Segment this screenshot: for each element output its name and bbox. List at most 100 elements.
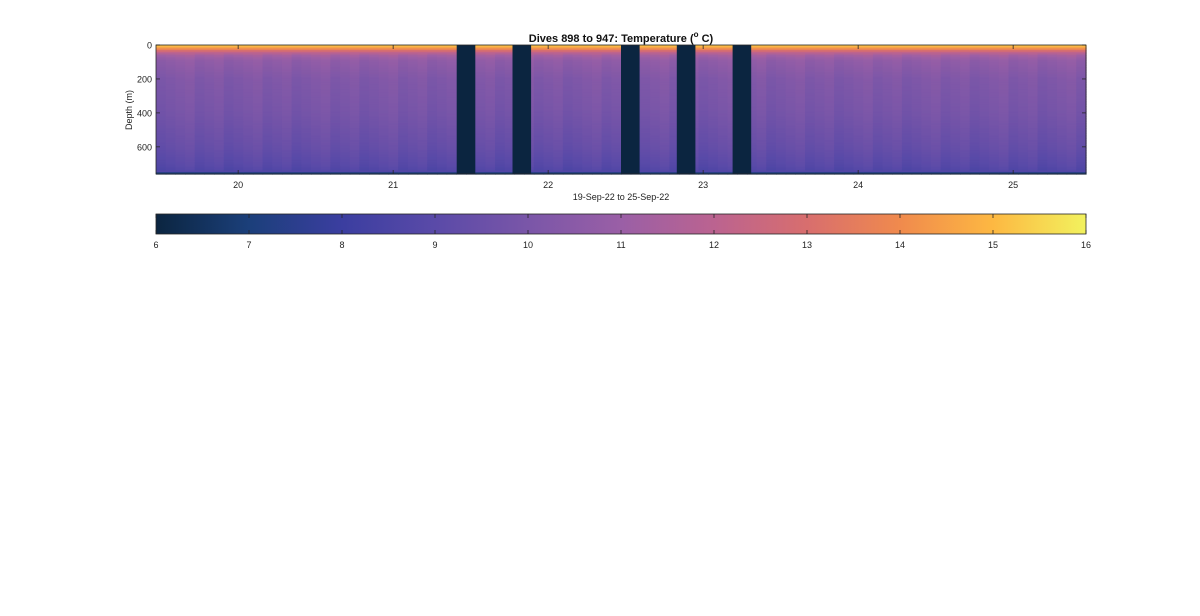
heatmap-cell: [369, 78, 380, 82]
heatmap-cell: [562, 119, 574, 122]
heatmap-cell: [223, 140, 235, 143]
heatmap-cell: [349, 141, 361, 145]
heatmap-cell: [475, 151, 486, 155]
heatmap-cell: [572, 87, 583, 90]
heatmap-cell: [553, 75, 564, 78]
heatmap-cell: [281, 104, 293, 107]
heatmap-cell: [756, 58, 767, 61]
heatmap-cell: [495, 150, 506, 153]
heatmap-cell: [698, 101, 709, 104]
heatmap-cell: [766, 101, 777, 104]
heatmap-cell: [572, 136, 583, 139]
heatmap-cell: [582, 128, 593, 131]
heatmap-cell: [504, 85, 516, 89]
heatmap-cell: [427, 84, 438, 87]
heatmap-cell: [407, 61, 419, 65]
heatmap-cell: [582, 111, 593, 114]
heatmap-cell: [669, 155, 680, 158]
heatmap-cell: [562, 67, 574, 70]
heatmap-cell: [349, 126, 361, 129]
heatmap-cell: [165, 45, 176, 48]
heatmap-cell: [504, 151, 516, 155]
heatmap-cell: [446, 150, 457, 153]
heatmap-cell: [543, 165, 554, 168]
heatmap-cell: [252, 92, 264, 95]
heatmap-cell: [746, 165, 758, 168]
heatmap-cell: [272, 129, 283, 133]
heatmap-cell: [543, 104, 554, 107]
heatmap-cell: [591, 109, 603, 112]
heatmap-cell: [572, 77, 583, 80]
heatmap-cell: [698, 73, 709, 77]
heatmap-cell: [156, 48, 167, 51]
heatmap-cell: [640, 50, 651, 53]
heatmap-cell: [504, 153, 516, 156]
heatmap-cell: [194, 92, 206, 95]
heatmap-cell: [398, 99, 409, 102]
heatmap-cell: [417, 82, 428, 85]
heatmap-cell: [572, 123, 583, 126]
heatmap-cell: [407, 141, 419, 145]
heatmap-cell: [407, 97, 419, 100]
heatmap-cell: [262, 146, 273, 150]
heatmap-cell: [214, 56, 225, 60]
heatmap-cell: [495, 157, 506, 160]
heatmap-cell: [223, 134, 235, 138]
heatmap-cell: [252, 67, 264, 70]
heatmap-cell: [543, 107, 554, 111]
heatmap-cell: [669, 131, 680, 134]
heatmap-cell: [572, 155, 583, 158]
heatmap-cell: [330, 78, 341, 82]
heatmap-cell: [650, 129, 661, 133]
heatmap-cell: [243, 102, 254, 106]
heatmap-cell: [543, 146, 554, 150]
heatmap-cell: [388, 143, 399, 146]
heatmap-cell: [417, 67, 428, 70]
heatmap-cell: [165, 131, 176, 134]
heatmap-cell: [369, 165, 380, 168]
heatmap-cell: [340, 145, 351, 148]
heatmap-cell: [330, 126, 341, 129]
heatmap-cell: [427, 78, 438, 82]
heatmap-cell: [698, 106, 709, 109]
heatmap-cell: [495, 75, 506, 78]
heatmap-cell: [495, 68, 506, 72]
heatmap-cell: [543, 168, 554, 172]
heatmap-cell: [543, 84, 554, 87]
heatmap-cell: [436, 165, 448, 168]
heatmap-cell: [543, 158, 554, 162]
heatmap-cell: [785, 45, 796, 48]
heatmap-cell: [369, 65, 380, 68]
heatmap-cell: [698, 119, 709, 122]
heatmap-cell: [252, 172, 264, 175]
heatmap-cell: [485, 153, 496, 156]
heatmap-cell: [369, 92, 380, 95]
heatmap-cell: [233, 55, 244, 58]
heatmap-cell: [582, 99, 593, 102]
heatmap-cell: [717, 92, 729, 95]
heatmap-cell: [776, 143, 787, 146]
heatmap-cell: [611, 78, 622, 82]
heatmap-cell: [185, 121, 196, 124]
heatmap-cell: [504, 58, 516, 61]
heatmap-cell: [291, 60, 302, 63]
heatmap-cell: [407, 151, 419, 155]
heatmap-cell: [185, 46, 196, 49]
heatmap-cell: [291, 102, 302, 106]
heatmap-cell: [272, 53, 283, 56]
heatmap-cell: [262, 116, 273, 119]
heatmap-cell: [252, 80, 264, 83]
heatmap-cell: [185, 112, 196, 116]
heatmap-cell: [281, 134, 293, 138]
heatmap-cell: [417, 89, 428, 92]
heatmap-cell: [359, 80, 370, 83]
heatmap-cell: [272, 106, 283, 109]
heatmap-cell: [553, 136, 564, 139]
heatmap-cell: [533, 87, 545, 90]
heatmap-cell: [776, 148, 787, 151]
heatmap-cell: [407, 77, 419, 80]
heatmap-cell: [669, 140, 680, 143]
heatmap-cell: [601, 75, 612, 78]
heatmap-cell: [301, 155, 312, 158]
heatmap-cell: [175, 102, 186, 106]
